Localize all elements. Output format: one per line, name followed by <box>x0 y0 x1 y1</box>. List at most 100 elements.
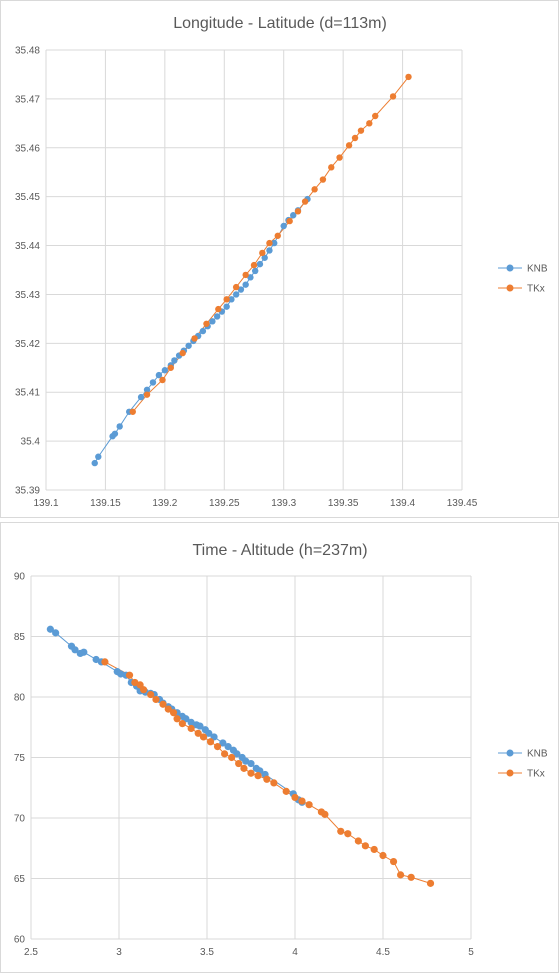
data-point-knb <box>155 371 163 379</box>
x-tick-label: 3 <box>116 947 122 958</box>
data-point-tkx <box>206 738 215 746</box>
data-point-knb <box>228 296 235 303</box>
data-point-knb <box>232 291 240 298</box>
y-tick-label: 60 <box>14 935 26 946</box>
x-tick-label: 139.35 <box>328 498 359 509</box>
data-point-tkx <box>215 305 222 313</box>
data-point-tkx <box>274 232 281 239</box>
data-point-tkx <box>319 176 327 183</box>
chart-longitude-latitude-svg: Longitude - Latitude (d=113m) 35.39 35.4 3… <box>15 15 548 509</box>
x-tick-label: 139.25 <box>209 498 240 509</box>
data-point-knb <box>213 313 221 320</box>
data-point-tkx <box>159 700 167 708</box>
data-point-tkx <box>291 793 299 802</box>
data-point-tkx <box>379 851 387 860</box>
data-point-tkx <box>305 801 313 809</box>
x-tick-label: 139.3 <box>271 498 296 509</box>
data-point-tkx <box>173 715 181 723</box>
data-point-tkx <box>357 127 365 134</box>
data-point-tkx <box>152 695 160 704</box>
y-tick-label: 35.46 <box>15 143 40 154</box>
data-point-knb <box>280 222 287 230</box>
data-point-tkx <box>228 753 236 762</box>
x-tick-label: 4 <box>292 947 298 958</box>
data-point-tkx <box>254 772 262 780</box>
data-point-tkx <box>389 857 398 866</box>
data-point-tkx <box>270 779 278 787</box>
data-point-knb <box>233 750 241 758</box>
data-point-tkx <box>266 239 273 247</box>
y-tick-label: 35.47 <box>15 94 40 105</box>
data-point-tkx <box>397 871 405 879</box>
data-point-knb <box>95 453 102 460</box>
data-point-tkx <box>191 335 198 342</box>
data-point-tkx <box>405 73 412 81</box>
data-point-tkx <box>311 186 318 193</box>
data-point-tkx <box>301 198 309 205</box>
x-tick-label: 139.1 <box>33 498 58 509</box>
legend-label-knb: KNB <box>527 749 548 760</box>
data-point-tkx <box>263 775 271 783</box>
data-point-knb <box>143 386 151 393</box>
y-tick-label: 35.4 <box>21 437 41 448</box>
y-tick-label: 70 <box>14 814 26 825</box>
data-point-tkx <box>372 112 379 120</box>
data-point-tkx <box>143 391 151 398</box>
x-tick-label: 4.5 <box>376 947 390 958</box>
data-point-knb <box>137 393 145 401</box>
data-point-tkx <box>336 154 343 161</box>
legend-marker-tkx <box>506 769 514 777</box>
data-point-tkx <box>345 142 353 149</box>
legend-label-tkx: TKx <box>527 769 545 780</box>
data-point-knb <box>46 625 54 633</box>
data-point-knb <box>149 379 157 386</box>
data-point-knb <box>161 367 169 374</box>
data-point-tkx <box>259 249 266 257</box>
data-point-knb <box>219 739 227 747</box>
x-tick-label: 139.15 <box>90 498 121 509</box>
chart-title: Time - Altitude (h=237m) <box>192 542 367 559</box>
data-point-knb <box>209 318 216 325</box>
data-point-tkx <box>286 217 293 225</box>
legend-marker-knb <box>506 749 514 757</box>
y-tick-label: 35.48 <box>15 46 40 57</box>
legend-marker-tkx <box>506 284 514 292</box>
y-tick-label: 35.39 <box>15 486 40 497</box>
data-point-tkx <box>147 690 155 699</box>
data-point-knb <box>111 430 119 437</box>
data-point-tkx <box>194 729 202 737</box>
x-tick-label: 2.5 <box>24 947 38 958</box>
data-point-knb <box>199 327 207 335</box>
data-point-knb <box>116 423 123 430</box>
y-tick-label: 35.44 <box>15 241 40 252</box>
data-point-knb <box>52 629 60 637</box>
data-point-tkx <box>199 733 208 741</box>
data-point-knb <box>185 342 192 349</box>
chart-title: Longitude - Latitude (d=113m) <box>173 15 387 32</box>
y-tick-label: 85 <box>14 632 26 643</box>
data-point-knb <box>242 281 249 288</box>
data-point-knb <box>196 722 204 730</box>
data-point-knb <box>224 743 232 751</box>
data-point-tkx <box>247 769 255 777</box>
x-tick-label: 139.4 <box>390 498 415 509</box>
y-tick-label: 80 <box>14 693 26 704</box>
data-point-tkx <box>223 296 230 303</box>
data-point-tkx <box>344 830 352 838</box>
y-tick-label: 35.42 <box>15 339 40 350</box>
chart-longitude-latitude: Longitude - Latitude (d=113m) 35.39 35.4 3… <box>0 0 559 518</box>
data-point-knb <box>256 260 264 268</box>
data-point-tkx <box>250 261 258 269</box>
legend-marker-knb <box>506 264 514 272</box>
data-point-tkx <box>164 705 172 713</box>
data-point-tkx <box>178 720 186 728</box>
data-point-tkx <box>370 845 378 854</box>
data-point-tkx <box>298 797 306 805</box>
chart-time-altitude: Time - Altitude (h=237m) 60 65 70 75 80 85 90 2… <box>0 522 559 973</box>
data-point-tkx <box>179 349 186 357</box>
x-tick-label: 139.45 <box>447 498 478 509</box>
data-point-knb <box>290 212 297 219</box>
data-point-tkx <box>101 658 109 666</box>
data-point-tkx <box>354 837 362 845</box>
data-point-knb <box>266 247 273 254</box>
